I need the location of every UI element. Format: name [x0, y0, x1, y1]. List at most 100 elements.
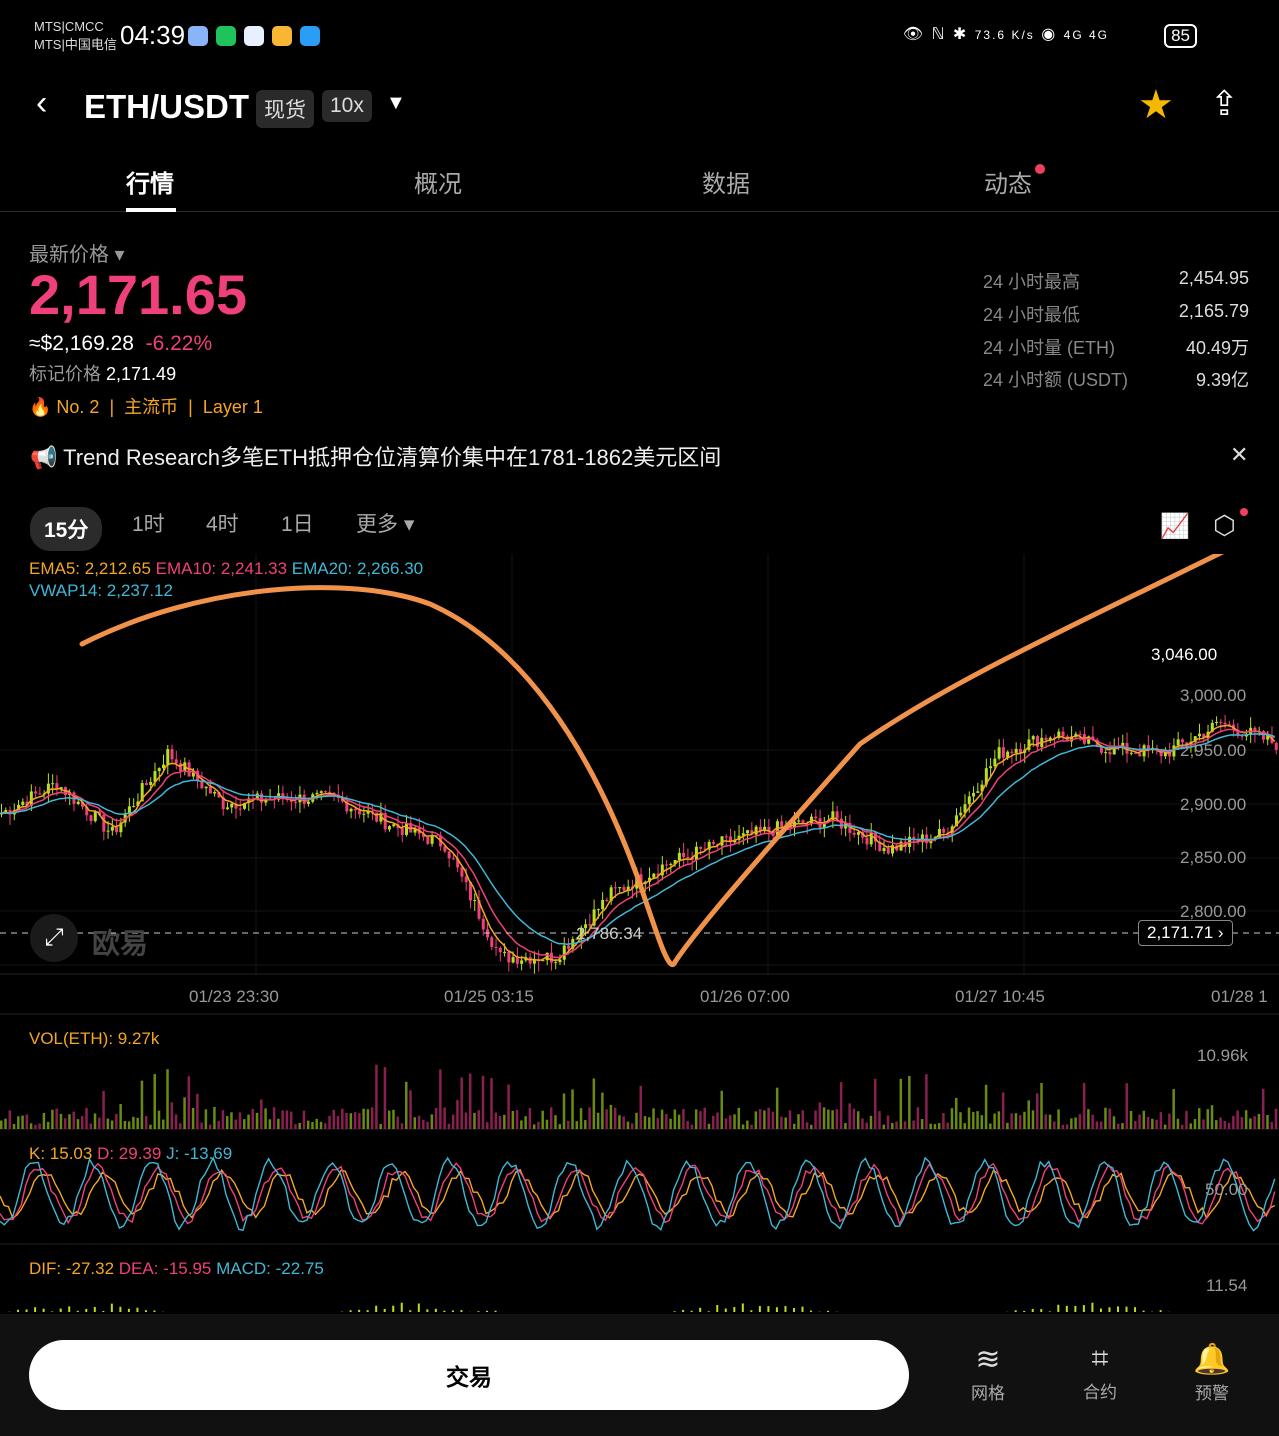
- volume-bar: [541, 1110, 544, 1129]
- volume-bar: [792, 1123, 796, 1129]
- news-banner[interactable]: 📢 Trend Research多笔ETH抵押仓位清算价集中在1781-1862…: [30, 445, 722, 470]
- volume-bar: [1078, 1114, 1082, 1129]
- share-icon[interactable]: ⇪: [1210, 85, 1239, 123]
- volume-bar: [1206, 1109, 1210, 1129]
- badge-dot: [1240, 508, 1248, 516]
- volume-bar: [1227, 1122, 1231, 1129]
- candle-body: [1112, 745, 1116, 755]
- tabs: 行情 概况 数据 动态: [0, 150, 1279, 212]
- candle-body: [102, 814, 106, 832]
- volume-bar: [950, 1108, 954, 1129]
- volume-bar: [1001, 1092, 1005, 1129]
- volume-bar: [801, 1110, 805, 1129]
- volume-bar: [417, 1115, 421, 1129]
- volume-bar: [716, 1112, 719, 1129]
- volume-bar: [157, 1110, 161, 1129]
- tf-15m[interactable]: 15分: [30, 507, 103, 551]
- megaphone-icon: 📢: [30, 445, 58, 470]
- candle-body: [797, 820, 801, 822]
- back-icon[interactable]: ‹: [36, 84, 48, 122]
- current-price-tag[interactable]: 2,171.71 ›: [1138, 920, 1233, 946]
- tf-1h[interactable]: 1时: [132, 513, 165, 536]
- chart-area[interactable]: [0, 554, 1279, 1314]
- close-icon[interactable]: ✕: [1230, 442, 1249, 467]
- candle-body: [1146, 745, 1150, 751]
- volume-bar: [750, 1124, 753, 1129]
- candle-body: [972, 792, 976, 797]
- dea-label: DEA: -15.95: [118, 1259, 212, 1278]
- volume-bar: [903, 1121, 907, 1129]
- volume-bar: [1035, 1093, 1039, 1129]
- volume-bar: [737, 1107, 741, 1129]
- candle-body: [400, 828, 404, 835]
- y-tick: 2,950.00: [1180, 741, 1247, 760]
- volume-bar: [746, 1120, 749, 1129]
- settings-icon[interactable]: ⬡: [1213, 510, 1236, 540]
- volume-bar: [1193, 1119, 1197, 1129]
- candle-body: [515, 957, 519, 964]
- candle-body: [230, 803, 234, 808]
- macd-bar: [102, 1310, 105, 1312]
- alert-button[interactable]: 🔔 预警: [1172, 1342, 1252, 1404]
- tab-news[interactable]: 动态: [984, 171, 1032, 198]
- volume-bar: [1240, 1117, 1244, 1129]
- volume-bar: [703, 1107, 706, 1129]
- candle-body: [959, 812, 963, 816]
- chevron-down-icon[interactable]: ▼: [386, 92, 406, 114]
- macd-bar: [1099, 1308, 1102, 1312]
- candle-body: [1138, 753, 1142, 757]
- tf-4h[interactable]: 4时: [206, 513, 239, 536]
- pair-title[interactable]: ETH/USDT: [84, 88, 249, 125]
- volume-bar: [230, 1112, 233, 1129]
- volume-bar: [942, 1113, 945, 1129]
- volume-bar: [486, 1122, 489, 1129]
- candle-body: [353, 808, 357, 811]
- candle-body: [136, 801, 140, 807]
- volume-bar: [852, 1108, 856, 1129]
- candle-body: [498, 947, 502, 953]
- candle-body: [1061, 731, 1065, 737]
- tf-more[interactable]: 更多 ▾: [356, 513, 415, 536]
- candle-body: [375, 812, 379, 822]
- trade-button[interactable]: 交易: [29, 1340, 909, 1410]
- macd-bar: [486, 1310, 489, 1312]
- candle-body: [383, 813, 387, 830]
- leverage-tag: 10x: [322, 90, 372, 122]
- price-label[interactable]: 最新价格 ▾: [29, 244, 125, 266]
- volume-bar: [196, 1093, 199, 1129]
- macd-bar: [1091, 1302, 1094, 1312]
- candle-body: [149, 781, 153, 785]
- candle-body: [34, 791, 38, 794]
- candle-body: [1070, 736, 1074, 742]
- candle-body: [746, 830, 750, 834]
- volume-bar: [579, 1108, 583, 1129]
- indicator-icon[interactable]: 📈: [1160, 513, 1190, 540]
- candle-body: [814, 816, 818, 819]
- expand-icon[interactable]: ⤢: [30, 914, 78, 962]
- grid-button[interactable]: ≋ 网格: [948, 1342, 1028, 1404]
- volume-bar: [524, 1116, 527, 1129]
- volume-bar: [818, 1102, 822, 1129]
- candle-body: [1240, 735, 1244, 737]
- candle-body: [1236, 729, 1240, 736]
- tab-overview[interactable]: 概况: [414, 171, 462, 198]
- macd-bar: [784, 1306, 787, 1312]
- tab-market[interactable]: 行情: [126, 171, 174, 198]
- tab-data[interactable]: 数据: [702, 171, 750, 198]
- volume-bar: [413, 1117, 417, 1129]
- volume-bar: [622, 1116, 625, 1129]
- volume-bar: [1116, 1123, 1120, 1129]
- candle-body: [1010, 751, 1014, 753]
- star-icon[interactable]: ★: [1138, 83, 1174, 127]
- tf-1d[interactable]: 1日: [281, 513, 314, 536]
- candle-body: [1006, 751, 1010, 758]
- volume-bar: [503, 1114, 506, 1129]
- volume-bar: [980, 1115, 984, 1129]
- contract-button[interactable]: ⌗ 合约: [1060, 1342, 1140, 1403]
- ema20-label: EMA20: 2,266.30: [291, 559, 424, 578]
- volume-bar: [1210, 1105, 1214, 1129]
- candle-body: [115, 826, 119, 833]
- volume-bar: [686, 1120, 689, 1129]
- volume-bar: [946, 1122, 949, 1129]
- volume-bar: [1070, 1118, 1073, 1129]
